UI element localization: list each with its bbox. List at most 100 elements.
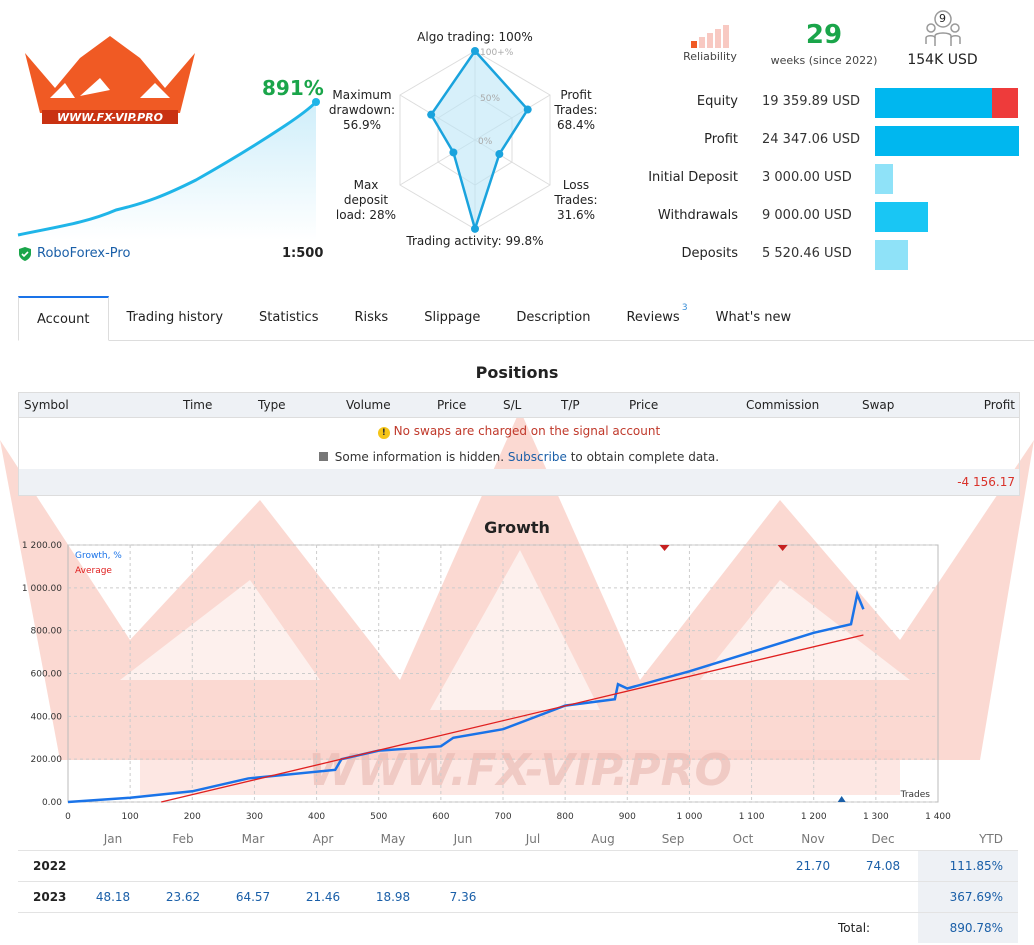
initial-deposit-bar [875,164,893,194]
ytd-value: 111.85% [918,851,1018,881]
tab-reviews[interactable]: Reviews 3 [608,296,697,340]
col-type: Type [258,398,286,412]
tab-slippage[interactable]: Slippage [424,310,481,325]
radar-point-profit_trades [523,105,532,114]
equity-value: 19 359.89 USD [762,94,861,109]
x-tick-label: 1 200 [801,812,827,822]
initial-deposit-row: Initial Deposit 3 000.00 USD [640,164,1030,194]
col-sl: S/L [503,398,522,412]
y-tick-label: 0.00 [42,798,62,808]
withdrawals-value: 9 000.00 USD [762,208,852,223]
subscribers-block[interactable]: 9 154K USD [905,8,980,68]
x-tick-label: 800 [557,812,574,822]
profit-value: 24 347.06 USD [762,132,861,147]
y-tick-label: 600.00 [31,670,63,680]
hidden-info-text: Some information is hidden. [334,450,505,464]
positions-header: Symbol Time Type Volume Price S/L T/P Pr… [19,393,1019,418]
reliability-bars [682,20,738,48]
tab-description[interactable]: Description [516,310,591,325]
deposits-bar [875,240,908,270]
col-tp: T/P [561,398,580,412]
radar-load-label: Max deposit load: 28% [335,178,397,222]
marker-triangle [659,545,670,551]
deposits-label: Deposits [681,246,738,261]
marker-triangle-bottom [837,796,846,802]
subscribers-count: 9 [939,12,946,25]
average-series-line [161,634,864,803]
month-value: 74.08 [865,859,901,873]
monthly-total-row: Total: 890.78% [18,912,1018,943]
mini-growth-chart [17,98,320,240]
leverage: 1:500 [282,246,324,261]
tab-statistics[interactable]: Statistics [259,310,319,325]
monthly-row-2023: 2023 48.18 23.62 64.57 21.46 18.98 7.36 367.69% [18,881,1018,912]
deposits-value: 5 520.46 USD [762,246,852,261]
month-header: YTD [979,832,1003,846]
ytd-value: 367.69% [918,882,1018,912]
withdrawals-bar [875,202,929,232]
weeks-counter: 29 weeks (since 2022) [770,20,878,67]
col-symbol: Symbol [24,398,69,412]
weeks-label: weeks (since 2022) [770,54,878,67]
month-value: 48.18 [95,890,131,904]
month-value: 7.36 [449,890,477,904]
subscribe-link[interactable]: Subscribe [507,450,567,464]
month-header: Jun [453,832,473,846]
col-price-current: Price [629,398,659,412]
col-time: Time [183,398,213,412]
month-header: Apr [312,832,334,846]
radar-point-activity [471,224,479,233]
x-tick-label: 300 [246,812,263,822]
initial-deposit-label: Initial Deposit [648,170,738,185]
positions-total-profit: -4 156.17 [957,475,1015,489]
hidden-info-notice: Some information is hidden. Subscribe to… [19,450,1019,464]
total-value: 890.78% [918,913,1018,943]
withdrawals-row: Withdrawals 9 000.00 USD [640,202,1030,232]
reliability-indicator[interactable]: Reliability [682,20,738,63]
x-axis-label: Trades [900,790,931,800]
radar-algo-label: Algo trading: 100% [417,30,533,44]
x-tick-label: 1 400 [925,812,951,822]
monthly-returns-table: Jan Feb Mar Apr May Jun Jul Aug Sep Oct Nov Dec YTD … [18,826,1018,943]
month-header: Aug [591,832,615,846]
hidden-info-text-end: to obtain complete data. [570,450,720,464]
marker-triangle [777,545,788,551]
legend-growth: Growth, % [75,551,122,561]
y-tick-label: 200.00 [31,755,63,765]
broker-link[interactable]: RoboForex-Pro [18,246,130,261]
x-tick-label: 0 [65,812,71,822]
x-tick-label: 200 [184,812,201,822]
profit-row: Profit 24 347.06 USD [640,126,1030,156]
radar-scale-50: 50% [480,94,500,104]
tab-trading-history[interactable]: Trading history [126,310,224,325]
x-tick-label: 100 [122,812,139,822]
tab-account[interactable]: Account [18,296,109,341]
lock-icon [318,452,328,461]
profit-label: Profit [704,132,738,147]
growth-series-line [67,590,865,804]
monthly-row-2022: 2022 21.70 74.08 111.85% [18,850,1018,881]
y-tick-label: 400.00 [31,712,63,722]
month-value: 21.70 [795,859,831,873]
reviews-count-badge: 3 [681,303,688,313]
tab-reviews-label: Reviews [626,310,680,325]
y-tick-label: 1 200.00 [22,541,62,551]
radar-profit-label: Profit Trades: 68.4% [554,88,598,132]
x-tick-label: 900 [619,812,636,822]
radar-point-loss_trades [495,150,504,159]
radar-point-algo [471,47,479,55]
year-label: 2023 [33,890,67,904]
profit-bar [875,126,1019,156]
tab-whats-new[interactable]: What's new [715,310,792,325]
svg-text:WWW.FX-VIP.PRO: WWW.FX-VIP.PRO [57,111,163,124]
y-tick-label: 1 000.00 [22,584,62,594]
radar-scale-100: 100+% [480,48,514,58]
x-tick-label: 1 300 [863,812,889,822]
month-value: 23.62 [165,890,201,904]
tab-risks[interactable]: Risks [354,310,389,325]
legend-average: Average [75,566,112,576]
swap-notice-text: No swaps are charged on the signal accou… [393,424,661,438]
y-tick-label: 800.00 [31,627,63,637]
initial-deposit-value: 3 000.00 USD [762,170,852,185]
month-header: May [380,832,406,846]
